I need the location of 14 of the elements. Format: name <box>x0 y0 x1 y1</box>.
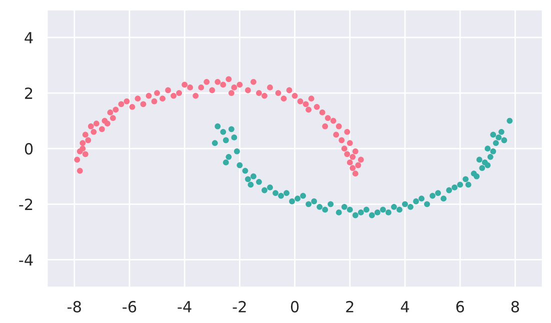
y-tick-label: 2 <box>25 87 32 99</box>
y-tick-label: 4 <box>24 32 33 44</box>
y-tick-label: 0 <box>24 143 33 155</box>
y-tick-label: -2 <box>19 198 32 210</box>
x-tick-label: 2 <box>346 300 354 312</box>
x-tick-label: -4 <box>178 301 192 312</box>
x-tick-label: -2 <box>232 300 246 312</box>
x-tick-label: 0 <box>290 300 299 312</box>
x-tick-label: -6 <box>122 300 136 312</box>
x-tick-label: 4 <box>400 301 409 312</box>
x-tick-label: -8 <box>68 300 81 312</box>
y-tick-label: -4 <box>19 254 33 266</box>
x-tick-label: 8 <box>511 300 519 312</box>
x-tick-label: 6 <box>456 300 464 312</box>
